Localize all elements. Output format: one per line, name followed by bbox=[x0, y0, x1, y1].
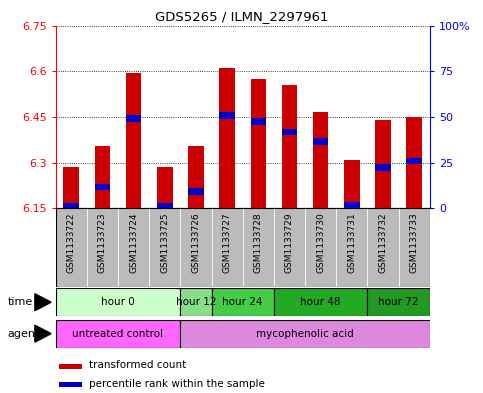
Text: GSM1133732: GSM1133732 bbox=[379, 212, 387, 273]
Text: GSM1133727: GSM1133727 bbox=[223, 212, 232, 273]
Text: GSM1133731: GSM1133731 bbox=[347, 212, 356, 273]
Text: mycophenolic acid: mycophenolic acid bbox=[256, 329, 354, 339]
Bar bbox=[219, 68, 235, 208]
Polygon shape bbox=[35, 294, 51, 311]
Bar bbox=[63, 204, 79, 210]
Bar bbox=[375, 120, 391, 208]
Text: hour 0: hour 0 bbox=[101, 297, 135, 307]
Text: GSM1133724: GSM1133724 bbox=[129, 212, 138, 273]
Text: untreated control: untreated control bbox=[72, 329, 163, 339]
Bar bbox=[398, 208, 430, 287]
Bar bbox=[126, 115, 142, 122]
Bar bbox=[274, 288, 368, 316]
Bar bbox=[368, 208, 398, 287]
Bar bbox=[336, 208, 368, 287]
Bar bbox=[180, 320, 430, 348]
Text: GSM1133723: GSM1133723 bbox=[98, 212, 107, 273]
Bar bbox=[242, 208, 274, 287]
Bar bbox=[368, 288, 430, 316]
Bar bbox=[188, 188, 204, 195]
Bar bbox=[212, 208, 242, 287]
Bar bbox=[313, 112, 328, 208]
Text: GSM1133728: GSM1133728 bbox=[254, 212, 263, 273]
Text: percentile rank within the sample: percentile rank within the sample bbox=[89, 379, 265, 389]
Bar bbox=[59, 382, 82, 387]
Bar bbox=[344, 202, 360, 209]
Bar bbox=[95, 184, 110, 190]
Text: agent: agent bbox=[7, 329, 40, 339]
Bar bbox=[375, 164, 391, 171]
Text: GSM1133726: GSM1133726 bbox=[191, 212, 200, 273]
Bar bbox=[274, 208, 305, 287]
Text: GSM1133722: GSM1133722 bbox=[67, 212, 76, 273]
Text: GSM1133733: GSM1133733 bbox=[410, 212, 419, 273]
Text: GDS5265 / ILMN_2297961: GDS5265 / ILMN_2297961 bbox=[155, 10, 328, 23]
Text: GSM1133730: GSM1133730 bbox=[316, 212, 325, 273]
Text: hour 48: hour 48 bbox=[300, 297, 341, 307]
Text: hour 12: hour 12 bbox=[176, 297, 216, 307]
Bar bbox=[251, 118, 266, 125]
Bar bbox=[407, 117, 422, 208]
Bar bbox=[63, 167, 79, 208]
Text: hour 24: hour 24 bbox=[223, 297, 263, 307]
Bar bbox=[407, 158, 422, 164]
Bar bbox=[282, 85, 298, 208]
Bar bbox=[95, 146, 110, 208]
Bar bbox=[180, 208, 212, 287]
Bar bbox=[212, 288, 274, 316]
Bar bbox=[149, 208, 180, 287]
Bar bbox=[188, 146, 204, 208]
Bar bbox=[251, 79, 266, 208]
Bar bbox=[180, 288, 212, 316]
Bar bbox=[87, 208, 118, 287]
Text: hour 72: hour 72 bbox=[378, 297, 419, 307]
Bar bbox=[56, 288, 180, 316]
Bar bbox=[56, 208, 87, 287]
Bar bbox=[59, 364, 82, 369]
Bar bbox=[157, 167, 172, 208]
Bar bbox=[118, 208, 149, 287]
Text: time: time bbox=[7, 297, 32, 307]
Bar bbox=[219, 112, 235, 119]
Bar bbox=[56, 320, 180, 348]
Bar bbox=[344, 160, 360, 208]
Bar bbox=[313, 138, 328, 145]
Bar bbox=[126, 73, 142, 208]
Text: transformed count: transformed count bbox=[89, 360, 186, 371]
Text: GSM1133725: GSM1133725 bbox=[160, 212, 169, 273]
Bar bbox=[305, 208, 336, 287]
Text: GSM1133729: GSM1133729 bbox=[285, 212, 294, 273]
Bar bbox=[157, 204, 172, 210]
Polygon shape bbox=[35, 325, 51, 342]
Bar bbox=[282, 129, 298, 136]
